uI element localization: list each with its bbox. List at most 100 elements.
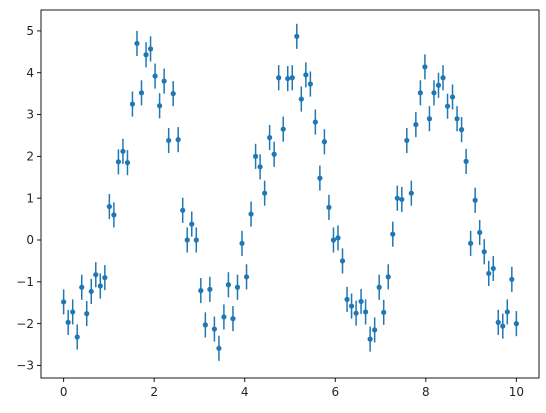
point-marker xyxy=(385,274,391,280)
data-point xyxy=(444,93,451,119)
data-point xyxy=(143,42,149,68)
x-axis: 0 2 4 6 8 10 xyxy=(60,378,524,399)
point-marker xyxy=(294,33,300,39)
point-marker xyxy=(463,158,469,164)
data-point xyxy=(399,186,405,212)
data-point xyxy=(225,272,232,298)
data-point xyxy=(161,68,167,94)
y-tick-label: −3 xyxy=(16,359,34,373)
y-tick-label: 0 xyxy=(26,233,34,247)
y-tick-label: 3 xyxy=(26,108,34,122)
point-marker xyxy=(390,231,396,237)
point-marker xyxy=(490,265,496,272)
data-point xyxy=(298,86,304,112)
data-point xyxy=(74,324,80,350)
data-point xyxy=(372,317,378,343)
point-marker xyxy=(381,309,387,315)
point-marker xyxy=(70,309,76,315)
data-point xyxy=(152,63,158,89)
point-marker xyxy=(307,81,313,87)
data-point xyxy=(307,71,313,97)
point-marker xyxy=(454,116,460,122)
point-marker xyxy=(198,288,204,294)
data-point xyxy=(348,293,355,319)
point-marker xyxy=(330,237,337,243)
data-point xyxy=(211,316,217,342)
data-point xyxy=(404,127,410,154)
point-marker xyxy=(111,212,117,218)
point-marker xyxy=(413,121,419,128)
data-point xyxy=(88,278,94,304)
data-point xyxy=(102,265,108,291)
point-marker xyxy=(477,229,483,236)
point-marker xyxy=(326,204,332,210)
data-point xyxy=(376,274,382,300)
point-marker xyxy=(248,211,254,217)
point-marker xyxy=(435,82,442,88)
point-marker xyxy=(143,52,149,58)
data-points xyxy=(61,23,519,361)
point-marker xyxy=(449,94,456,100)
point-marker xyxy=(97,283,103,289)
point-marker xyxy=(426,116,433,122)
point-marker xyxy=(211,326,217,332)
point-marker xyxy=(267,134,273,141)
point-marker xyxy=(180,207,186,213)
data-point xyxy=(93,262,99,288)
x-tick-label: 2 xyxy=(150,385,158,399)
point-marker xyxy=(509,276,515,282)
point-marker xyxy=(134,40,140,47)
point-marker xyxy=(335,235,341,241)
data-point xyxy=(202,312,208,338)
point-marker xyxy=(138,90,145,96)
data-point xyxy=(221,304,227,330)
point-marker xyxy=(124,160,131,166)
plot-area xyxy=(41,10,539,378)
point-marker xyxy=(472,197,478,203)
data-point xyxy=(157,93,163,119)
point-marker xyxy=(262,190,268,196)
point-marker xyxy=(61,299,67,305)
data-point xyxy=(120,138,126,164)
point-marker xyxy=(280,126,286,132)
data-point xyxy=(147,36,154,62)
data-point xyxy=(431,80,437,106)
point-marker xyxy=(129,101,136,107)
point-marker xyxy=(193,237,199,243)
point-marker xyxy=(161,78,167,84)
data-point xyxy=(198,278,204,304)
data-point xyxy=(390,221,396,247)
data-point xyxy=(289,65,295,91)
data-point xyxy=(257,154,263,180)
data-point xyxy=(363,299,369,325)
point-marker xyxy=(243,274,250,280)
point-marker xyxy=(184,237,190,243)
y-tick-label: 4 xyxy=(26,66,34,80)
point-marker xyxy=(221,314,227,320)
point-marker xyxy=(440,75,446,81)
data-point xyxy=(385,264,391,290)
data-point xyxy=(138,80,145,106)
data-point xyxy=(449,84,456,110)
data-point xyxy=(271,141,277,167)
data-point xyxy=(262,180,268,206)
point-marker xyxy=(189,221,195,227)
point-marker xyxy=(152,73,158,79)
point-marker xyxy=(147,46,154,52)
x-tick-label: 10 xyxy=(509,385,524,399)
axes-frame xyxy=(40,9,540,379)
point-marker xyxy=(486,270,492,277)
y-axis: −3 −2 −1 0 1 2 3 4 5 xyxy=(16,24,41,373)
data-point xyxy=(243,264,250,290)
data-point xyxy=(129,91,136,117)
data-point xyxy=(303,62,309,88)
data-point xyxy=(509,266,515,292)
data-point xyxy=(417,80,423,106)
data-point xyxy=(134,30,140,56)
point-marker xyxy=(431,90,437,96)
point-marker xyxy=(216,345,222,351)
data-point xyxy=(70,299,76,325)
data-point xyxy=(106,194,112,220)
x-tick-label: 4 xyxy=(241,385,249,399)
point-marker xyxy=(157,103,163,109)
